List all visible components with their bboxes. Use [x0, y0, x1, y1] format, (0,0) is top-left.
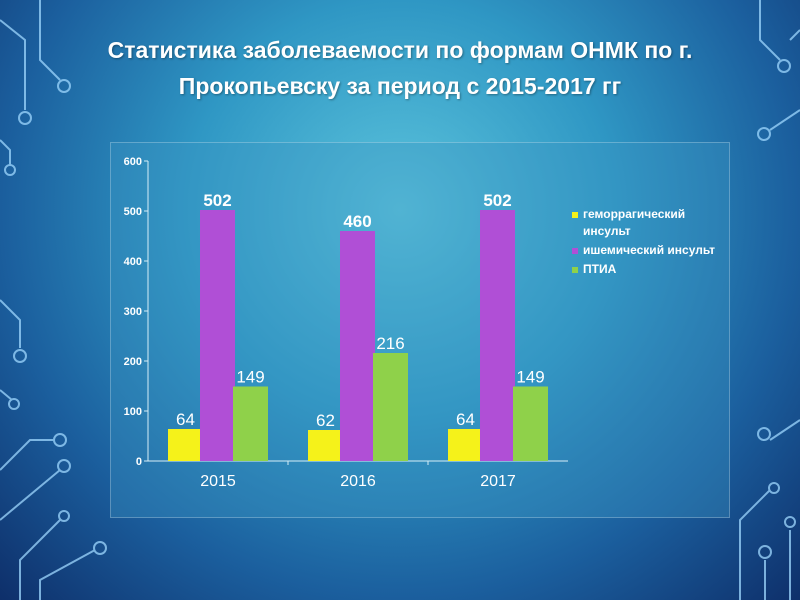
bar: [233, 386, 268, 461]
page-title: Статистика заболеваемости по формам ОНМК…: [107, 37, 693, 99]
chart-legend: геморрагический инсульт ишемический инсу…: [572, 206, 722, 280]
x-tick-label: 2015: [200, 473, 236, 490]
bar: [308, 430, 343, 461]
legend-swatch: [572, 212, 578, 218]
legend-swatch: [572, 248, 578, 254]
legend-swatch: [572, 267, 578, 273]
legend-item-ischemic: ишемический инсульт: [572, 242, 722, 259]
y-tick-label: 0: [136, 456, 142, 468]
y-tick-label: 100: [124, 406, 142, 418]
bar: [168, 429, 203, 461]
bar: [200, 210, 235, 461]
x-tick-label: 2016: [340, 473, 376, 490]
bar: [513, 386, 548, 461]
bar: [480, 210, 515, 461]
legend-label: ишемический инсульт: [583, 243, 716, 257]
data-label: 460: [343, 212, 371, 231]
bar: [340, 231, 375, 461]
data-label: 64: [176, 410, 195, 429]
x-tick-label: 2017: [480, 473, 516, 490]
data-label: 216: [376, 334, 404, 353]
legend-item-hemorrhagic: геморрагический инсульт: [572, 206, 722, 240]
bar: [448, 429, 483, 461]
legend-item-ptia: ПТИА: [572, 261, 722, 278]
y-tick-label: 600: [124, 156, 142, 168]
y-tick-label: 500: [124, 206, 142, 218]
y-tick-label: 300: [124, 306, 142, 318]
data-label: 64: [456, 410, 475, 429]
bar: [373, 353, 408, 461]
data-label: 62: [316, 411, 335, 430]
data-label: 502: [203, 191, 231, 210]
data-label: 502: [483, 191, 511, 210]
data-label: 149: [236, 368, 264, 387]
legend-label: ПТИА: [583, 262, 617, 276]
y-tick-label: 200: [124, 356, 142, 368]
y-tick-label: 400: [124, 256, 142, 268]
legend-label: геморрагический инсульт: [583, 207, 686, 238]
data-label: 149: [516, 368, 544, 387]
